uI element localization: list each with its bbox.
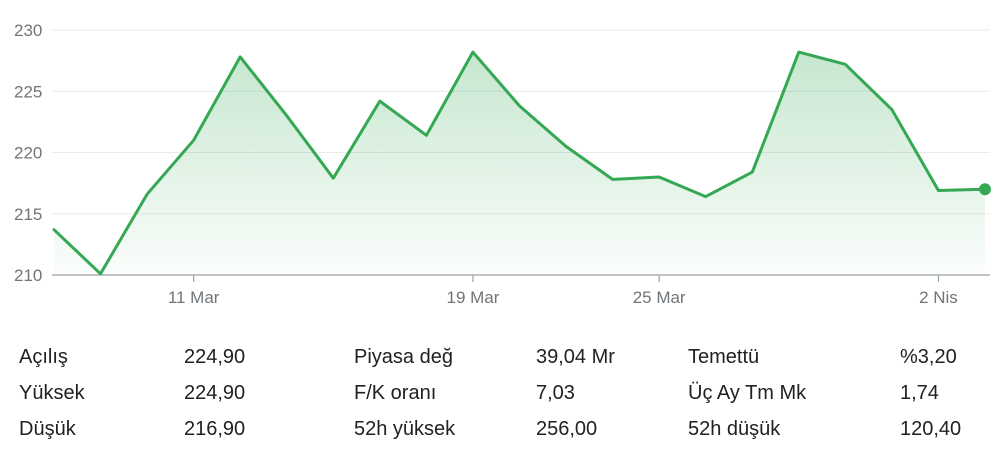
stat-value-52w-high: 256,00 [536,418,598,440]
stat-value-open: 224,90 [184,346,246,368]
y-tick-230: 230 [14,21,42,40]
stat-label-high: Yüksek [19,382,85,404]
data-point-2025-03-31 [843,62,847,66]
y-tick-210: 210 [14,266,42,285]
data-point-2025-03-28 [797,50,801,54]
stats-row-3: Düşük 216,90 52h yüksek 256,00 52h düşük… [0,411,1002,447]
data-point-2025-03-17 [378,99,382,103]
data-point-2025-04-01 [890,108,894,112]
stat-label-market-cap: Piyasa değ [354,346,453,368]
area-series-0 [54,52,985,275]
key-stats: Açılış 224,90 Piyasa değ 39,04 Mr Temett… [0,335,1002,455]
data-points [52,50,991,276]
x-tick-11 Mar: 11 Mar [168,288,220,307]
data-point-2025-03-27 [750,170,754,174]
x-axis [52,274,990,282]
data-point-2025-03-21 [564,144,568,148]
data-point-2025-03-13 [285,114,289,118]
y-tick-220: 220 [14,144,42,163]
stats-row-1: Açılış 224,90 Piyasa değ 39,04 Mr Temett… [0,339,1002,375]
last-price-marker [979,183,991,196]
x-tick-19 Mar: 19 Mar [446,288,499,307]
stat-label-pe-ratio: F/K oranı [354,382,437,404]
stat-label-dividend: Temettü [688,346,760,368]
data-point-2025-03-14 [331,176,335,180]
stat-label-52w-low: 52h düşük [688,418,781,440]
y-tick-labels: 230 225 220 215 210 [14,21,42,285]
stat-value-dividend: %3,20 [900,346,957,368]
series-line [52,50,987,276]
data-point-2025-03-26 [704,195,708,199]
data-point-2025-04-02 [936,188,940,192]
x-tick-labels: 11 Mar 19 Mar 25 Mar 2 Nis [168,288,958,307]
area-fill [54,52,985,275]
stat-value-52w-low: 120,40 [900,418,962,440]
stats-row-2: Yüksek 224,90 F/K oranı 7,03 Üç Ay Tm Mk… [0,375,1002,411]
stat-label-open: Açılış [19,346,68,368]
stat-value-pe-ratio: 7,03 [536,382,575,404]
data-point-2025-03-18 [424,133,428,137]
y-tick-215: 215 [14,205,42,224]
stat-value-market-cap: 39,04 Mr [536,346,615,368]
data-point-2025-03-07 [99,272,103,276]
stat-label-low: Düşük [19,418,76,440]
stat-value-low: 216,90 [184,418,246,440]
data-point-2025-03-06 [52,228,56,232]
data-point-2025-03-10 [145,192,149,196]
x-tick-2 Nis: 2 Nis [919,288,958,307]
data-point-2025-03-24 [611,177,615,181]
data-point-2025-03-12 [238,55,242,59]
y-tick-225: 225 [14,82,42,101]
stat-label-quarterly: Üç Ay Tm Mk [688,382,807,404]
data-point-2025-03-25 [657,175,661,179]
stat-label-52w-high: 52h yüksek [354,418,456,440]
x-tick-25 Mar: 25 Mar [633,288,686,307]
data-point-2025-03-19 [471,50,475,54]
price-chart: 230 225 220 215 210 11 Mar 19 Mar 25 Mar 2 Nis [14,21,991,307]
data-point-2025-03-11 [192,138,196,142]
stat-value-high: 224,90 [184,382,246,404]
data-point-2025-03-20 [518,104,522,108]
line-series-0 [52,50,987,276]
stat-value-quarterly: 1,74 [900,382,939,404]
